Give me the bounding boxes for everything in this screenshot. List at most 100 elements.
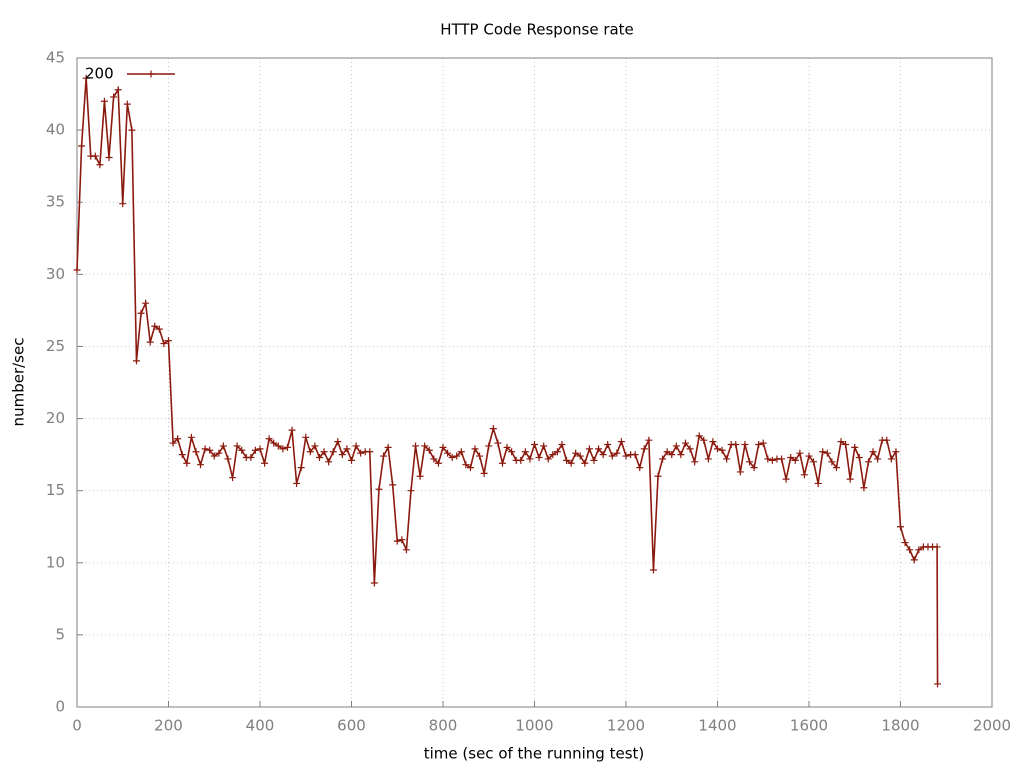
data-point [778, 455, 786, 463]
data-point [741, 441, 749, 449]
y-tick-label: 45 [46, 49, 65, 67]
data-point [348, 456, 355, 464]
data-point [412, 442, 420, 450]
data-point [494, 439, 502, 447]
data-point [531, 441, 538, 449]
data-point [883, 436, 891, 444]
data-point [910, 556, 918, 564]
data-point [659, 455, 667, 463]
data-point [718, 446, 726, 454]
data-point [265, 435, 273, 443]
data-point [434, 459, 442, 467]
data-point [535, 453, 543, 461]
data-point [677, 451, 685, 459]
data-point [439, 443, 447, 451]
data-point [247, 453, 255, 461]
y-axis-label: number/sec [10, 338, 28, 427]
data-point [457, 448, 465, 456]
data-point [169, 439, 177, 447]
data-point [901, 539, 909, 547]
data-point [869, 448, 877, 456]
data-point [160, 340, 168, 348]
data-point [622, 452, 630, 460]
data-point [151, 322, 159, 330]
data-point [663, 448, 671, 456]
data-point [462, 461, 470, 469]
data-point [229, 474, 237, 482]
data-point [897, 523, 904, 531]
data-line [76, 78, 939, 684]
x-tick-label: 2000 [973, 717, 1011, 735]
data-point [315, 453, 323, 461]
data-point [645, 436, 653, 444]
data-point [553, 448, 561, 456]
data-point [425, 446, 433, 454]
data-point [887, 455, 895, 463]
data-point [915, 546, 923, 554]
data-point [700, 436, 708, 444]
data-point [686, 445, 694, 453]
plot-border [76, 57, 993, 708]
data-point [934, 680, 942, 688]
data-point [416, 472, 424, 480]
data-point [636, 464, 644, 472]
data-point [595, 445, 603, 453]
data-point [613, 449, 621, 457]
data-point [764, 455, 772, 463]
data-point [649, 566, 657, 574]
data-point [617, 438, 625, 446]
x-axis-label: time (sec of the running test) [424, 745, 645, 763]
data-point [174, 435, 182, 443]
data-point [759, 439, 767, 447]
data-point [828, 458, 836, 466]
data-point [334, 438, 342, 446]
data-point [251, 446, 259, 454]
x-tick-label: 1200 [607, 717, 645, 735]
data-point [302, 433, 310, 441]
data-point [576, 452, 584, 460]
x-tick-label: 1800 [881, 717, 919, 735]
data-point [704, 455, 712, 463]
data-point [256, 445, 264, 453]
data-point [503, 443, 511, 451]
data-point [320, 448, 328, 456]
data-point [366, 448, 374, 456]
data-point [238, 446, 246, 454]
data-point [165, 337, 172, 345]
data-point [787, 453, 795, 461]
data-point [283, 443, 291, 451]
data-point [842, 441, 850, 449]
data-point [782, 475, 790, 483]
data-point [119, 200, 127, 208]
data-point [572, 449, 580, 457]
x-tick-label: 1600 [790, 717, 828, 735]
data-point [402, 546, 410, 554]
data-point [114, 86, 122, 94]
data-point [233, 442, 241, 450]
data-point [810, 458, 818, 466]
data-point [187, 433, 195, 441]
y-tick-label: 30 [46, 265, 65, 283]
data-point [631, 451, 639, 459]
y-tick-label: 35 [46, 193, 65, 211]
data-point [421, 442, 429, 450]
data-point [732, 441, 740, 449]
data-point [78, 142, 86, 150]
x-tick-label: 1400 [698, 717, 736, 735]
data-point [73, 266, 81, 274]
y-tick-label: 15 [46, 481, 65, 499]
data-point [590, 456, 598, 464]
data-point [508, 448, 516, 456]
x-tick-label: 400 [246, 717, 275, 735]
data-point [823, 449, 831, 457]
data-point [892, 448, 900, 456]
data-point [819, 448, 827, 456]
data-point [796, 449, 804, 457]
data-point [549, 451, 557, 459]
data-point [123, 100, 131, 108]
data-point [517, 456, 525, 464]
y-tick-label: 25 [46, 337, 65, 355]
data-point [288, 426, 296, 434]
legend-marker [147, 70, 155, 78]
data-point [96, 161, 104, 169]
